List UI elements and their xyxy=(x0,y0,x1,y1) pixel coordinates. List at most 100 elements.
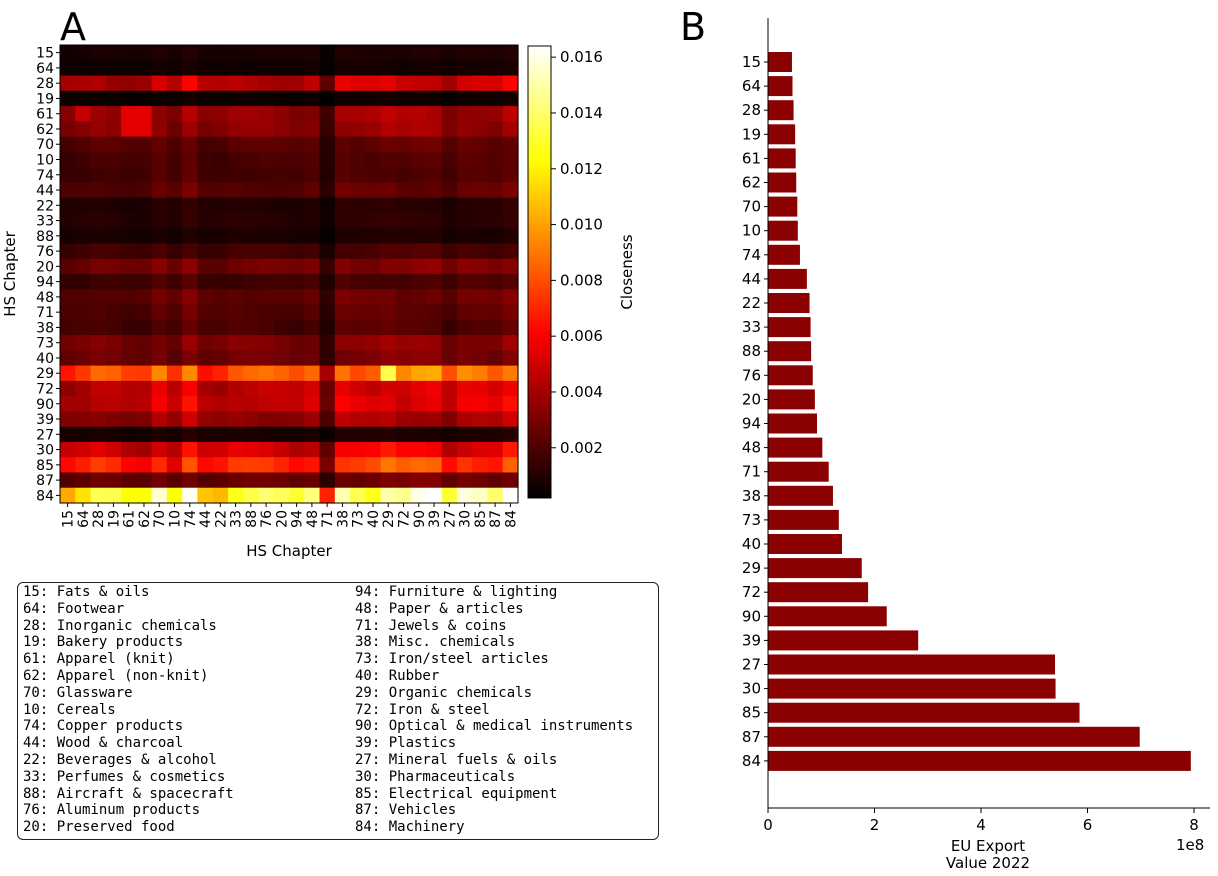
heatmap-xtick-label: 30 xyxy=(458,510,474,528)
heatmap-cell-84-10 xyxy=(166,487,183,504)
heatmap-cell-90-30 xyxy=(456,396,473,412)
heatmap xyxy=(60,45,519,504)
heatmap-cell-72-87 xyxy=(487,380,504,397)
heatmap-cell-38-44 xyxy=(197,319,214,336)
heatmap-cell-76-33 xyxy=(227,243,244,260)
bar-87 xyxy=(768,726,1140,747)
heatmap-ytick-label: 19 xyxy=(36,91,54,107)
heatmap-cell-10-28 xyxy=(90,151,107,168)
heatmap-cell-61-44 xyxy=(197,106,214,122)
heatmap-cell-74-29 xyxy=(380,167,397,183)
heatmap-x-tick-labels: 15 64 28 19 61 62 70 10 74 44 22 33 88 76 20 94 48 71 38 73… xyxy=(61,503,519,528)
bar-88 xyxy=(768,341,812,362)
heatmap-cell-62-72 xyxy=(395,121,412,138)
heatmap-cell-38-10 xyxy=(166,319,183,336)
bar-ytick-label: 15 xyxy=(742,53,761,71)
heatmap-cell-62-73 xyxy=(350,121,366,138)
heatmap-cell-19-10 xyxy=(166,90,183,107)
heatmap-cell-30-27 xyxy=(441,441,458,458)
heatmap-cell-29-10 xyxy=(166,365,183,382)
heatmap-cell-30-10 xyxy=(166,441,183,458)
heatmap-cell-40-71 xyxy=(319,350,336,367)
heatmap-cell-22-90 xyxy=(411,197,427,214)
bar-ytick-label: 61 xyxy=(742,149,761,167)
heatmap-cell-87-29 xyxy=(380,472,397,489)
heatmap-cell-30-61 xyxy=(121,441,137,458)
heatmap-cell-70-74 xyxy=(182,136,198,153)
heatmap-cell-27-29 xyxy=(380,426,397,443)
heatmap-cell-88-61 xyxy=(121,228,137,245)
heatmap-cell-88-73 xyxy=(350,228,366,245)
heatmap-cell-76-73 xyxy=(350,243,366,260)
heatmap-cell-39-27 xyxy=(441,411,458,428)
heatmap-cell-61-62 xyxy=(136,106,153,122)
heatmap-cell-76-74 xyxy=(182,243,198,260)
colorbar-tick-label: 0.008 xyxy=(560,271,603,289)
heatmap-cell-15-22 xyxy=(212,45,229,61)
heatmap-cell-73-15 xyxy=(60,335,76,351)
heatmap-cell-87-38 xyxy=(334,472,351,489)
heatmap-cell-62-30 xyxy=(456,121,473,138)
heatmap-cell-74-94 xyxy=(289,167,305,183)
heatmap-cell-70-39 xyxy=(426,136,443,153)
heatmap-cell-33-29 xyxy=(380,212,397,229)
heatmap-cell-72-90 xyxy=(411,380,427,397)
heatmap-cell-44-88 xyxy=(243,182,260,199)
heatmap-cell-30-15 xyxy=(60,441,76,458)
heatmap-cell-38-15 xyxy=(60,319,76,336)
heatmap-cell-88-27 xyxy=(441,228,458,245)
heatmap-cell-39-29 xyxy=(380,411,397,428)
heatmap-cell-71-73 xyxy=(350,304,366,321)
heatmap-cell-39-74 xyxy=(182,411,198,428)
heatmap-cell-20-27 xyxy=(441,258,458,275)
heatmap-cell-70-22 xyxy=(212,136,229,153)
heatmap-cell-94-19 xyxy=(105,274,122,290)
heatmap-cell-19-94 xyxy=(289,90,305,107)
heatmap-cell-38-30 xyxy=(456,319,473,336)
heatmap-cell-29-71 xyxy=(319,365,336,382)
heatmap-cell-33-20 xyxy=(273,212,290,229)
heatmap-cell-76-20 xyxy=(273,243,290,260)
heatmap-cell-22-33 xyxy=(227,197,244,214)
heatmap-cell-73-84 xyxy=(502,335,519,351)
heatmap-cell-10-74 xyxy=(182,151,198,168)
heatmap-cell-76-61 xyxy=(121,243,137,260)
heatmap-cell-94-71 xyxy=(319,274,336,290)
heatmap-cell-44-19 xyxy=(105,182,122,199)
heatmap-cell-44-20 xyxy=(273,182,290,199)
heatmap-cell-94-64 xyxy=(75,274,92,290)
heatmap-cell-15-94 xyxy=(289,45,305,61)
heatmap-ytick-label: 30 xyxy=(36,443,54,459)
heatmap-cell-20-28 xyxy=(90,258,107,275)
heatmap-cell-44-76 xyxy=(258,182,275,199)
heatmap-cell-29-72 xyxy=(395,365,412,382)
heatmap-cell-48-33 xyxy=(227,289,244,306)
heatmap-cell-88-22 xyxy=(212,228,229,245)
heatmap-cell-40-64 xyxy=(75,350,92,367)
heatmap-xtick-label: 61 xyxy=(122,510,138,528)
heatmap-cell-39-15 xyxy=(60,411,76,428)
heatmap-cell-19-27 xyxy=(441,90,458,107)
heatmap-cell-87-27 xyxy=(441,472,458,489)
heatmap-cell-73-61 xyxy=(121,335,137,351)
heatmap-cell-29-74 xyxy=(182,365,198,382)
heatmap-cell-88-87 xyxy=(487,228,504,245)
heatmap-cell-40-73 xyxy=(350,350,366,367)
heatmap-cell-10-19 xyxy=(105,151,122,168)
heatmap-cell-72-38 xyxy=(334,380,351,397)
heatmap-cell-87-15 xyxy=(60,472,76,489)
bar-ytick-label: 30 xyxy=(742,680,761,698)
bar-38 xyxy=(768,485,833,506)
heatmap-cell-85-90 xyxy=(411,457,427,474)
heatmap-cell-27-62 xyxy=(136,426,153,443)
heatmap-cell-22-27 xyxy=(441,197,458,214)
heatmap-cell-48-19 xyxy=(105,289,122,306)
heatmap-cell-64-48 xyxy=(304,60,321,77)
heatmap-cell-39-85 xyxy=(472,411,489,428)
heatmap-cell-74-84 xyxy=(502,167,519,183)
heatmap-cell-20-62 xyxy=(136,258,153,275)
heatmap-cell-87-87 xyxy=(487,472,504,489)
heatmap-cell-72-70 xyxy=(151,380,168,397)
heatmap-cell-84-84 xyxy=(502,487,519,504)
heatmap-cell-85-61 xyxy=(121,457,137,474)
